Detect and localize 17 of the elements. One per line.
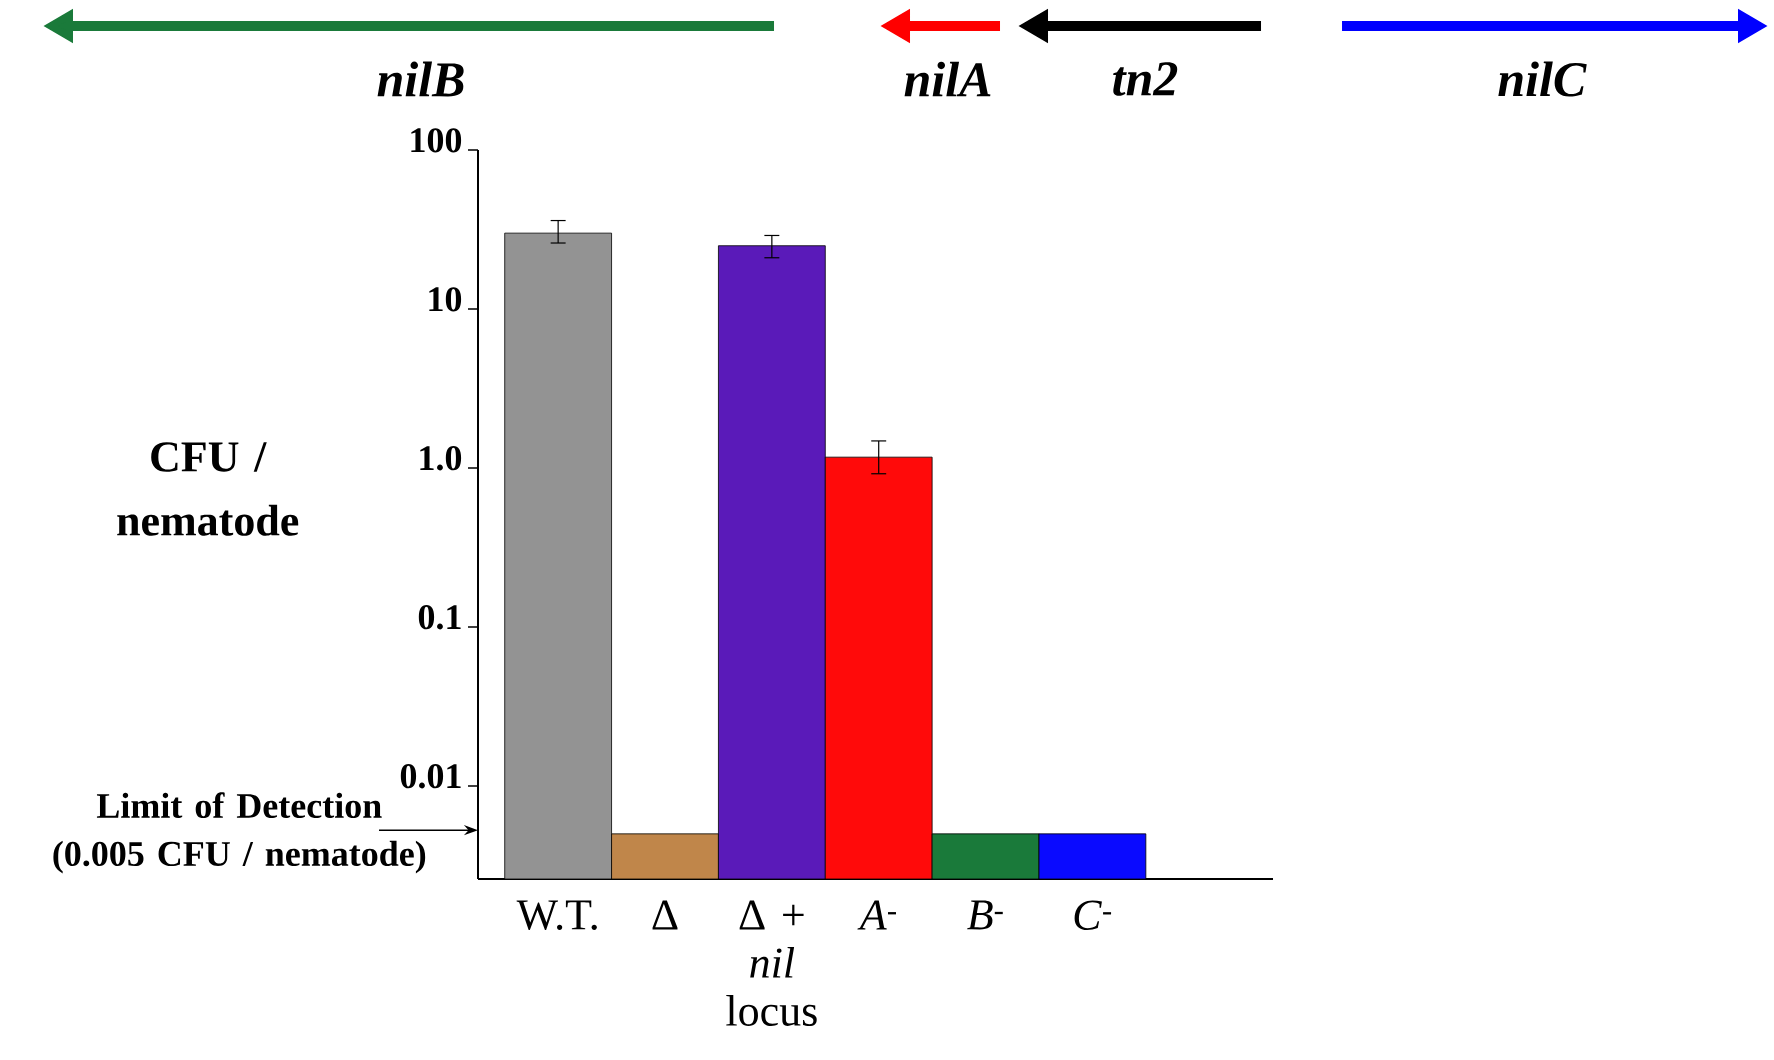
y-axis-title: CFU / nematode bbox=[117, 442, 299, 536]
y-tick-label: 10 bbox=[429, 287, 462, 312]
text: nilC bbox=[1498, 61, 1587, 97]
y-tick-label: 100 bbox=[411, 128, 462, 153]
y-tick-label: 0.1 bbox=[418, 605, 461, 630]
text: Limit of Detection (0.005 CFU / nematode) bbox=[53, 792, 426, 874]
text: nilB bbox=[377, 61, 464, 97]
y-tick-label: 0.01 bbox=[400, 764, 461, 789]
x-tick-label: C$^{-}$ bbox=[1074, 900, 1112, 931]
text: tn2 bbox=[1113, 62, 1178, 96]
x-tick-label: B$^{-}$ bbox=[967, 900, 1003, 930]
text: nilA bbox=[904, 61, 991, 97]
x-tick-label: Δ + nil locus bbox=[726, 900, 817, 1026]
x-tick-label: A$^{-}$ bbox=[857, 900, 896, 930]
x-tick-label: Δ bbox=[652, 900, 678, 930]
y-tick-label: 1.0 bbox=[420, 446, 462, 471]
x-tick-label: W.T. bbox=[516, 900, 597, 930]
